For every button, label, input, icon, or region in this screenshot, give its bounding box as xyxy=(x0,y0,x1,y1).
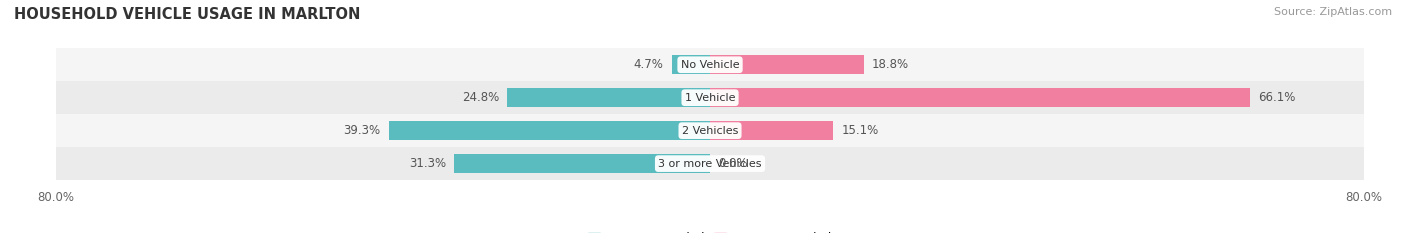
Bar xyxy=(454,154,710,173)
Bar xyxy=(56,48,1364,81)
Text: 24.8%: 24.8% xyxy=(463,91,499,104)
Text: 15.1%: 15.1% xyxy=(842,124,879,137)
Text: 66.1%: 66.1% xyxy=(1258,91,1296,104)
Bar xyxy=(672,55,710,74)
Legend: Owner-occupied, Renter-occupied: Owner-occupied, Renter-occupied xyxy=(583,228,837,233)
Text: 31.3%: 31.3% xyxy=(409,157,446,170)
Bar xyxy=(710,121,834,140)
Text: 4.7%: 4.7% xyxy=(634,58,664,71)
Bar xyxy=(56,114,1364,147)
Text: 39.3%: 39.3% xyxy=(343,124,381,137)
Bar xyxy=(389,121,710,140)
Text: 0.0%: 0.0% xyxy=(718,157,748,170)
Text: 18.8%: 18.8% xyxy=(872,58,908,71)
Text: 3 or more Vehicles: 3 or more Vehicles xyxy=(658,159,762,169)
Text: HOUSEHOLD VEHICLE USAGE IN MARLTON: HOUSEHOLD VEHICLE USAGE IN MARLTON xyxy=(14,7,360,22)
Bar xyxy=(710,88,1250,107)
Bar xyxy=(56,147,1364,180)
Text: Source: ZipAtlas.com: Source: ZipAtlas.com xyxy=(1274,7,1392,17)
Bar xyxy=(56,81,1364,114)
Text: 2 Vehicles: 2 Vehicles xyxy=(682,126,738,136)
Text: No Vehicle: No Vehicle xyxy=(681,60,740,70)
Text: 1 Vehicle: 1 Vehicle xyxy=(685,93,735,103)
Bar xyxy=(508,88,710,107)
Bar xyxy=(710,55,863,74)
